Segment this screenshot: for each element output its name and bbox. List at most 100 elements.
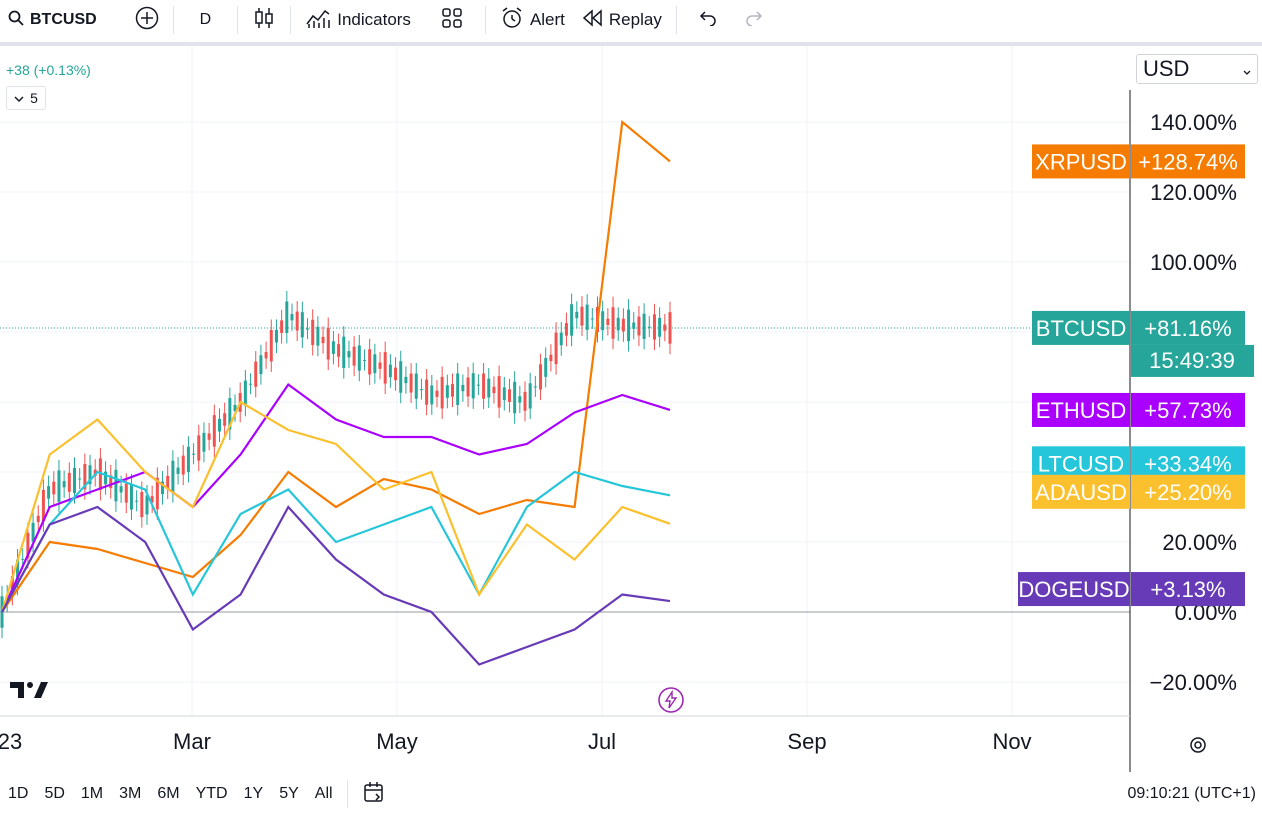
- range-button-3m[interactable]: 3M: [119, 785, 142, 802]
- goto-date-button[interactable]: [354, 772, 394, 816]
- series-name: XRPUSD: [1035, 149, 1127, 174]
- btc-candle: [492, 386, 496, 394]
- replay-button[interactable]: Replay: [573, 0, 670, 40]
- redo-button[interactable]: [731, 0, 779, 40]
- range-button-6m[interactable]: 6M: [157, 785, 180, 802]
- btc-candle: [217, 418, 221, 432]
- series-name: LTCUSD: [1038, 451, 1124, 476]
- btc-candle: [290, 314, 294, 321]
- btc-candle: [52, 481, 56, 495]
- series-label-ltcusd: LTCUSD +33.34%: [1032, 446, 1245, 481]
- series-line-adausd: [0, 400, 671, 613]
- x-tick-label: 23: [0, 729, 22, 754]
- range-button-1d[interactable]: 1D: [8, 785, 29, 802]
- btc-candle: [466, 377, 470, 397]
- comparison-chart[interactable]: 140.00%120.00%100.00%40.00%20.00%0.00%−2…: [0, 46, 1262, 772]
- separator: [290, 6, 292, 34]
- clock-time[interactable]: 09:10:21 (UTC+1): [1127, 785, 1256, 802]
- btc-candle: [223, 413, 227, 426]
- undo-button[interactable]: [683, 0, 731, 40]
- series-name: ADAUSD: [1035, 480, 1127, 505]
- range-button-5y[interactable]: 5Y: [279, 785, 299, 802]
- btc-candle: [62, 481, 66, 488]
- tradingview-logo-icon: [10, 680, 48, 705]
- series-value: +33.34%: [1144, 451, 1231, 476]
- lightning-icon[interactable]: [657, 686, 685, 719]
- indicators-label: Indicators: [337, 10, 411, 29]
- legend-count: 5: [30, 90, 38, 106]
- btc-candle: [150, 496, 154, 503]
- btc-candle: [26, 532, 30, 559]
- series-line-ethusd: [0, 382, 671, 613]
- btc-candle: [388, 364, 392, 378]
- alert-button[interactable]: Alert: [492, 0, 573, 40]
- btc-candle: [171, 460, 175, 493]
- btc-candle: [337, 344, 341, 357]
- btc-candle: [564, 323, 568, 336]
- btc-candle: [482, 373, 486, 399]
- series-value-tag: [1131, 310, 1245, 345]
- templates-button[interactable]: [433, 0, 471, 40]
- chevron-down-icon: [14, 90, 24, 106]
- currency-value: USD: [1143, 56, 1190, 81]
- btc-candle: [249, 383, 253, 385]
- btc-candle: [233, 404, 237, 412]
- btc-candle: [347, 351, 351, 358]
- btc-candle: [88, 465, 92, 485]
- btc-candle: [456, 373, 460, 405]
- btc-candle: [399, 361, 403, 393]
- settings-icon[interactable]: [1186, 733, 1210, 757]
- btc-candle: [31, 522, 35, 542]
- range-button-1y[interactable]: 1Y: [243, 785, 264, 802]
- calendar-icon: [362, 780, 386, 809]
- btc-candle: [57, 470, 61, 502]
- compare-add-button[interactable]: [127, 0, 167, 40]
- btc-candle: [41, 489, 45, 522]
- y-tick-label: 120.00%: [1150, 180, 1237, 205]
- btc-candle: [119, 486, 123, 493]
- range-button-all[interactable]: All: [314, 785, 333, 802]
- chart-type-button[interactable]: [244, 0, 284, 40]
- range-button-1m[interactable]: 1M: [80, 785, 104, 802]
- replay-label: Replay: [608, 10, 662, 29]
- btc-candle: [658, 317, 662, 337]
- alarm-clock-icon: [500, 6, 524, 35]
- alert-label: Alert: [529, 10, 565, 29]
- separator: [172, 6, 174, 34]
- btc-candle: [78, 478, 82, 480]
- indicators-button[interactable]: Indicators: [297, 0, 419, 40]
- btc-candle: [16, 559, 20, 585]
- range-button-ytd[interactable]: YTD: [195, 785, 228, 802]
- btc-candle: [186, 446, 190, 472]
- rewind-icon: [581, 8, 603, 33]
- btc-candle: [228, 398, 232, 430]
- range-button-5d[interactable]: 5D: [44, 785, 65, 802]
- btc-candle: [627, 309, 631, 342]
- symbol-search[interactable]: BTCUSD: [0, 0, 105, 40]
- btc-candle: [414, 373, 418, 399]
- btc-candle: [254, 361, 258, 387]
- series-label-btcusd: BTCUSD +81.16% 15:49:39: [1032, 310, 1254, 377]
- y-tick-label: 140.00%: [1150, 110, 1237, 135]
- btc-candle: [497, 376, 501, 408]
- btc-candle: [487, 378, 491, 398]
- series-name: BTCUSD: [1036, 316, 1126, 341]
- series-labels: XRPUSD +128.74% BTCUSD +81.16% 15:49:39 ETHUS…: [1018, 144, 1254, 607]
- btc-candle: [425, 379, 429, 405]
- legend-collapse-button[interactable]: 5: [6, 86, 46, 110]
- btc-candles: [0, 290, 672, 639]
- series-name-tag: [1032, 392, 1130, 427]
- btc-candle: [311, 319, 315, 346]
- btc-candle: [419, 389, 423, 391]
- series-value: +25.20%: [1144, 480, 1231, 505]
- x-tick-label: Sep: [787, 729, 826, 754]
- btc-candle: [451, 384, 455, 397]
- btc-candle: [135, 500, 139, 502]
- btc-candle: [533, 386, 537, 388]
- btc-candle: [404, 376, 408, 384]
- currency-select[interactable]: USD: [1136, 54, 1258, 84]
- btc-candle: [570, 304, 574, 336]
- interval-button[interactable]: D: [180, 0, 232, 40]
- btc-candle: [580, 306, 584, 326]
- btc-candle: [539, 364, 543, 390]
